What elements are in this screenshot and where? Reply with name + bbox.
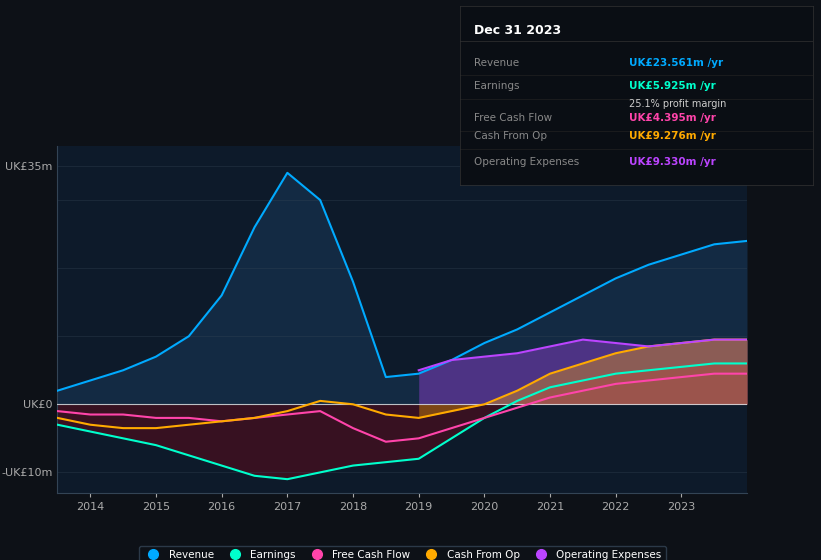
Text: 25.1% profit margin: 25.1% profit margin (629, 99, 727, 109)
Text: UK£9.330m /yr: UK£9.330m /yr (629, 156, 716, 166)
Text: Free Cash Flow: Free Cash Flow (474, 114, 552, 124)
Legend: Revenue, Earnings, Free Cash Flow, Cash From Op, Operating Expenses: Revenue, Earnings, Free Cash Flow, Cash … (139, 545, 666, 560)
Text: Revenue: Revenue (474, 58, 519, 68)
Text: UK£23.561m /yr: UK£23.561m /yr (629, 58, 723, 68)
Text: UK£5.925m /yr: UK£5.925m /yr (629, 81, 716, 91)
Text: Earnings: Earnings (474, 81, 520, 91)
Text: Dec 31 2023: Dec 31 2023 (474, 24, 561, 36)
Text: UK£4.395m /yr: UK£4.395m /yr (629, 114, 716, 124)
Text: UK£9.276m /yr: UK£9.276m /yr (629, 132, 716, 142)
Text: Operating Expenses: Operating Expenses (474, 156, 579, 166)
Text: Cash From Op: Cash From Op (474, 132, 547, 142)
